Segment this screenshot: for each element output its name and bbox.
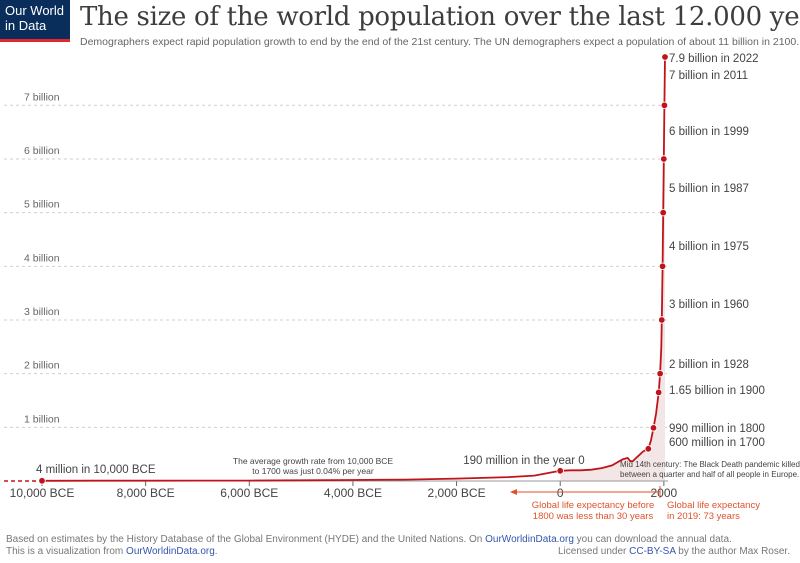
x-tick-label: 4,000 BCE xyxy=(324,486,382,500)
footer-source-text: Based on estimates by the History Databa… xyxy=(6,534,486,545)
data-label: 990 million in 1800 xyxy=(669,423,765,435)
x-tick-label: 2,000 BCE xyxy=(428,486,486,500)
data-point xyxy=(658,262,667,271)
chart-subtitle: Demographers expect rapid population gro… xyxy=(80,36,800,48)
data-point xyxy=(661,53,669,61)
footer-visualization-tail: . xyxy=(214,546,218,557)
growth-rate-annotation: The average growth rate from 10,000 BCE xyxy=(233,456,393,466)
data-point xyxy=(654,388,663,397)
growth-rate-annotation: to 1700 was just 0.04% per year xyxy=(252,466,374,476)
data-point xyxy=(656,369,664,378)
logo-line-1: Our World xyxy=(5,3,64,18)
data-point xyxy=(658,316,666,324)
data-label: 5 billion in 1987 xyxy=(669,183,749,195)
footer-license-link[interactable]: CC-BY-SA xyxy=(629,546,676,557)
chart-title: The size of the world population over th… xyxy=(80,2,800,32)
footer-source-tail: you can download the annual data. xyxy=(573,534,732,545)
y-tick-label: 5 billion xyxy=(24,199,60,211)
x-tick-label: 0 xyxy=(557,486,564,500)
data-point xyxy=(659,208,667,217)
data-point xyxy=(660,155,668,163)
x-tick-label: 10,000 BCE xyxy=(10,486,75,500)
life-expectancy-before-note: 1800 was less than 30 years xyxy=(533,511,654,522)
footer-visualization: This is a visualization from OurWorldinD… xyxy=(6,546,218,557)
footer-visualization-text: This is a visualization from xyxy=(6,546,127,557)
y-tick-label: 6 billion xyxy=(24,145,60,157)
black-death-annotation: between a quarter and half of all people… xyxy=(620,470,799,479)
black-death-annotation: Mid 14th century: The Black Death pandem… xyxy=(620,460,800,469)
data-label: 2 billion in 1928 xyxy=(669,359,749,371)
footer-license: Licensed under CC-BY-SA by the author Ma… xyxy=(558,546,790,557)
y-tick-label: 4 billion xyxy=(24,252,60,264)
data-point xyxy=(38,477,46,485)
logo-line-2: in Data xyxy=(5,18,47,33)
data-label: 600 million in 1700 xyxy=(669,437,765,449)
population-line xyxy=(41,56,666,482)
data-label: 4 billion in 1975 xyxy=(669,241,749,253)
footer-source-link[interactable]: OurWorldinData.org xyxy=(485,534,574,545)
x-tick-label: 2000 xyxy=(651,486,678,500)
y-tick-label: 7 billion xyxy=(24,91,60,103)
data-point xyxy=(649,424,658,432)
footer-license-text: Licensed under xyxy=(557,546,630,557)
data-label: 6 billion in 1999 xyxy=(669,126,749,138)
footer-license-tail: by the author Max Roser. xyxy=(675,546,790,557)
life-expectancy-2019-note: Global life expectancy xyxy=(667,500,760,511)
x-tick-label: 6,000 BCE xyxy=(220,486,278,500)
data-point xyxy=(660,101,669,110)
y-tick-label: 3 billion xyxy=(24,306,60,318)
data-label: 3 billion in 1960 xyxy=(669,299,749,311)
life-expectancy-before-note: Global life expectancy before xyxy=(532,500,655,511)
data-label: 4 million in 10,000 BCE xyxy=(36,464,156,476)
owid-logo: Our World in Data xyxy=(0,0,70,42)
x-tick-label: 8,000 BCE xyxy=(117,486,175,500)
data-label: 1.65 billion in 1900 xyxy=(669,385,765,397)
data-label: 7 billion in 2011 xyxy=(669,70,748,82)
arrow-head xyxy=(510,489,517,495)
data-label: 190 million in the year 0 xyxy=(463,455,584,467)
recent-area-fill xyxy=(560,57,665,481)
footer-visualization-link[interactable]: OurWorldinData.org xyxy=(126,546,215,557)
y-tick-label: 1 billion xyxy=(24,413,60,425)
data-point xyxy=(556,467,564,475)
data-label: 7.9 billion in 2022 xyxy=(669,53,759,65)
data-point xyxy=(644,445,653,453)
y-tick-label: 2 billion xyxy=(24,360,60,372)
footer-source: Based on estimates by the History Databa… xyxy=(6,534,732,545)
life-expectancy-2019-note: in 2019: 73 years xyxy=(667,511,740,522)
